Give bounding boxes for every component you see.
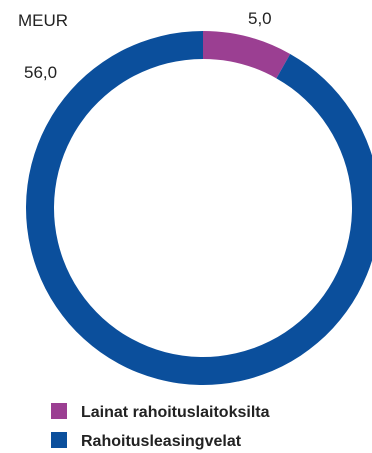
donut-slice-lainat [203,31,290,78]
legend-swatch-lainat [51,403,67,419]
value-label-rahoitusleasing: 56,0 [24,63,57,82]
legend-label-rahoitusleasing: Rahoitusleasingvelat [81,433,242,450]
legend: Lainat rahoituslaitoksilta Rahoitusleasi… [51,403,270,450]
unit-label: MEUR [18,11,68,30]
legend-swatch-rahoitusleasing [51,432,67,448]
donut-slices [26,31,372,385]
value-label-lainat: 5,0 [248,9,272,28]
donut-slice-rahoitusleasing [26,31,372,385]
legend-label-lainat: Lainat rahoituslaitoksilta [81,404,270,421]
